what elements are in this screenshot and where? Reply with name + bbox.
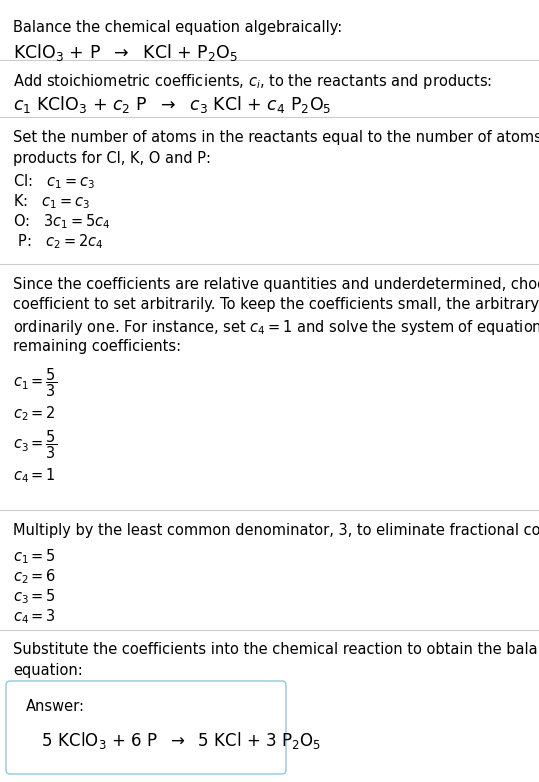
Text: ordinarily one. For instance, set $c_4 = 1$ and solve the system of equations fo: ordinarily one. For instance, set $c_4 =… [13, 318, 539, 337]
Text: $c_2 = 2$: $c_2 = 2$ [13, 404, 56, 423]
Text: Multiply by the least common denominator, 3, to eliminate fractional coefficient: Multiply by the least common denominator… [13, 523, 539, 538]
Text: Cl:   $c_1 = c_3$: Cl: $c_1 = c_3$ [13, 173, 95, 192]
Text: equation:: equation: [13, 662, 83, 677]
FancyBboxPatch shape [6, 681, 286, 774]
Text: $c_1 = \dfrac{5}{3}$: $c_1 = \dfrac{5}{3}$ [13, 367, 57, 399]
Text: $c_1 = 5$: $c_1 = 5$ [13, 547, 56, 565]
Text: remaining coefficients:: remaining coefficients: [13, 339, 181, 353]
Text: 5 KClO$_3$ + 6 P  $\rightarrow$  5 KCl + 3 P$_2$O$_5$: 5 KClO$_3$ + 6 P $\rightarrow$ 5 KCl + 3… [26, 730, 321, 751]
Text: $c_3 = 5$: $c_3 = 5$ [13, 587, 56, 606]
Text: Set the number of atoms in the reactants equal to the number of atoms in the: Set the number of atoms in the reactants… [13, 130, 539, 145]
Text: $c_2 = 6$: $c_2 = 6$ [13, 567, 57, 586]
Text: $c_4 = 1$: $c_4 = 1$ [13, 467, 56, 485]
Text: Substitute the coefficients into the chemical reaction to obtain the balanced: Substitute the coefficients into the che… [13, 642, 539, 657]
Text: K:   $c_1 = c_3$: K: $c_1 = c_3$ [13, 192, 90, 211]
Text: P:   $c_2 = 2 c_4$: P: $c_2 = 2 c_4$ [13, 232, 103, 251]
Text: $c_1$ KClO$_3$ + $c_2$ P  $\rightarrow$  $c_3$ KCl + $c_4$ P$_2$O$_5$: $c_1$ KClO$_3$ + $c_2$ P $\rightarrow$ $… [13, 94, 331, 115]
Text: $c_4 = 3$: $c_4 = 3$ [13, 607, 56, 626]
Text: coefficient to set arbitrarily. To keep the coefficients small, the arbitrary va: coefficient to set arbitrarily. To keep … [13, 297, 539, 313]
Text: products for Cl, K, O and P:: products for Cl, K, O and P: [13, 150, 211, 166]
Text: Add stoichiometric coefficients, $c_i$, to the reactants and products:: Add stoichiometric coefficients, $c_i$, … [13, 72, 492, 91]
Text: KClO$_3$ + P  $\rightarrow$  KCl + P$_2$O$_5$: KClO$_3$ + P $\rightarrow$ KCl + P$_2$O$… [13, 42, 238, 63]
Text: Answer:: Answer: [26, 699, 85, 714]
Text: $c_3 = \dfrac{5}{3}$: $c_3 = \dfrac{5}{3}$ [13, 429, 57, 461]
Text: Since the coefficients are relative quantities and underdetermined, choose a: Since the coefficients are relative quan… [13, 277, 539, 292]
Text: O:   $3 c_1 = 5 c_4$: O: $3 c_1 = 5 c_4$ [13, 213, 111, 231]
Text: Balance the chemical equation algebraically:: Balance the chemical equation algebraica… [13, 20, 342, 35]
